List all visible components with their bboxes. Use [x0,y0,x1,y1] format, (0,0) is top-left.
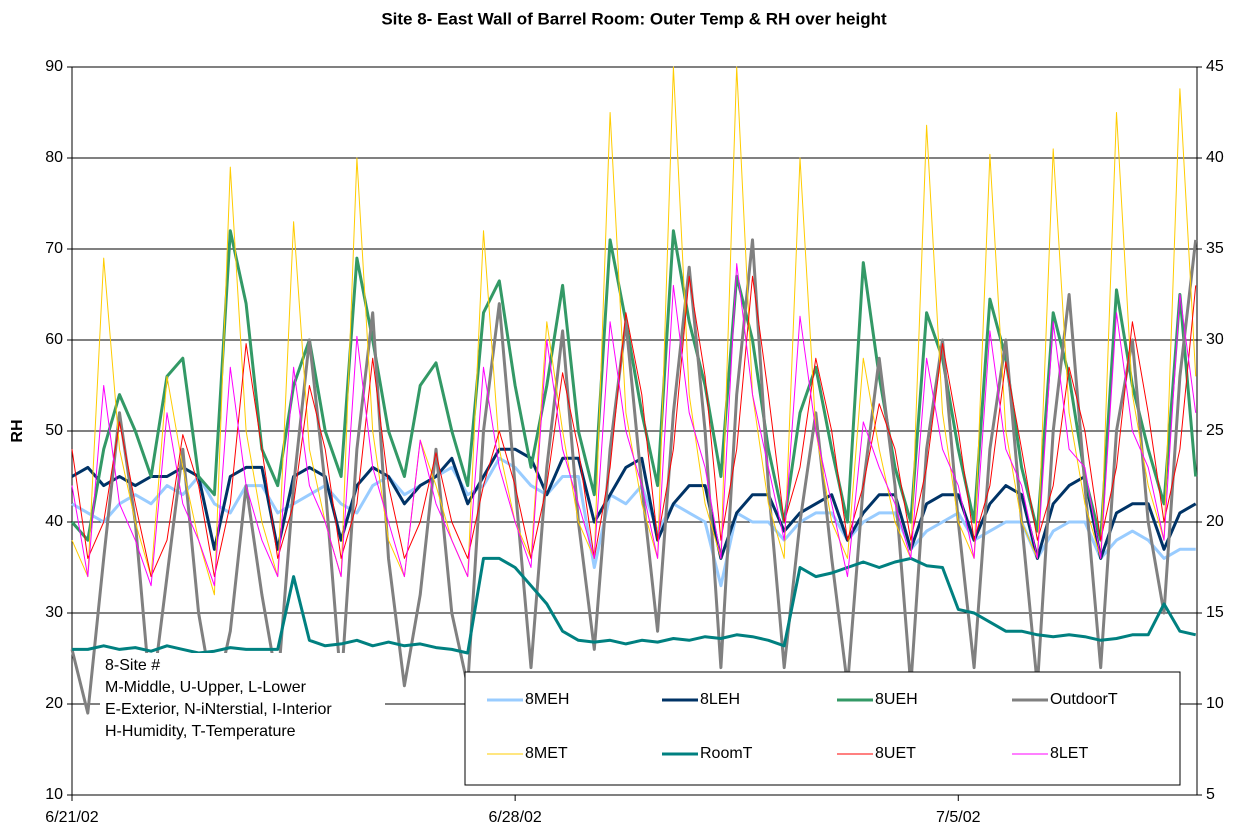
y-tick-label: 60 [45,331,63,348]
legend-label: 8LET [1050,745,1088,762]
y2-tick-label: 25 [1206,422,1224,439]
y-axis-label: RH [9,419,26,442]
annotation-box [100,653,385,773]
legend-label: 8LEH [700,691,740,708]
y2-tick-label: 5 [1206,786,1215,803]
y2-tick-label: 35 [1206,240,1224,257]
y-tick-label: 40 [45,513,63,530]
y-tick-label: 80 [45,149,63,166]
y-tick-label: 20 [45,695,63,712]
series-line [71,447,1197,560]
series-line [71,263,1197,587]
series-line [71,275,1197,578]
annotation-text: E-Exterior, N-iNterstial, I-Interior [105,701,332,718]
annotation-text: H-Humidity, T-Temperature [105,723,296,740]
series-line [70,238,1198,715]
legend-box [464,671,1181,786]
legend-label: 8UEH [875,691,918,708]
y-tick-label: 50 [45,422,63,439]
y-tick-label: 30 [45,604,63,621]
y2-tick-label: 40 [1206,149,1224,166]
legend-label: 8UET [875,745,916,762]
y2-tick-label: 45 [1206,58,1224,75]
series-line [72,556,1197,655]
plot-frame [71,66,1198,796]
y-tick-label: 90 [45,58,63,75]
legend-label: 8MEH [525,691,569,708]
x-tick-label: 6/21/02 [45,809,98,826]
y2-tick-label: 30 [1206,331,1224,348]
legend-label: OutdoorT [1050,691,1118,708]
x-tick-label: 6/28/02 [488,809,541,826]
y2-tick-label: 20 [1206,513,1224,530]
annotation-text: 8-Site # [105,657,160,674]
x-tick-label: 7/5/02 [936,809,981,826]
legend-label: RoomT [700,745,753,762]
y2-tick-label: 10 [1206,695,1224,712]
series-line [71,456,1196,588]
chart-title: Site 8- East Wall of Barrel Room: Outer … [381,9,887,28]
y2-tick-label: 15 [1206,604,1224,621]
legend-label: 8MET [525,745,568,762]
annotation-text: M-Middle, U-Upper, L-Lower [105,679,307,696]
y-tick-label: 70 [45,240,63,257]
y-tick-label: 10 [45,786,63,803]
